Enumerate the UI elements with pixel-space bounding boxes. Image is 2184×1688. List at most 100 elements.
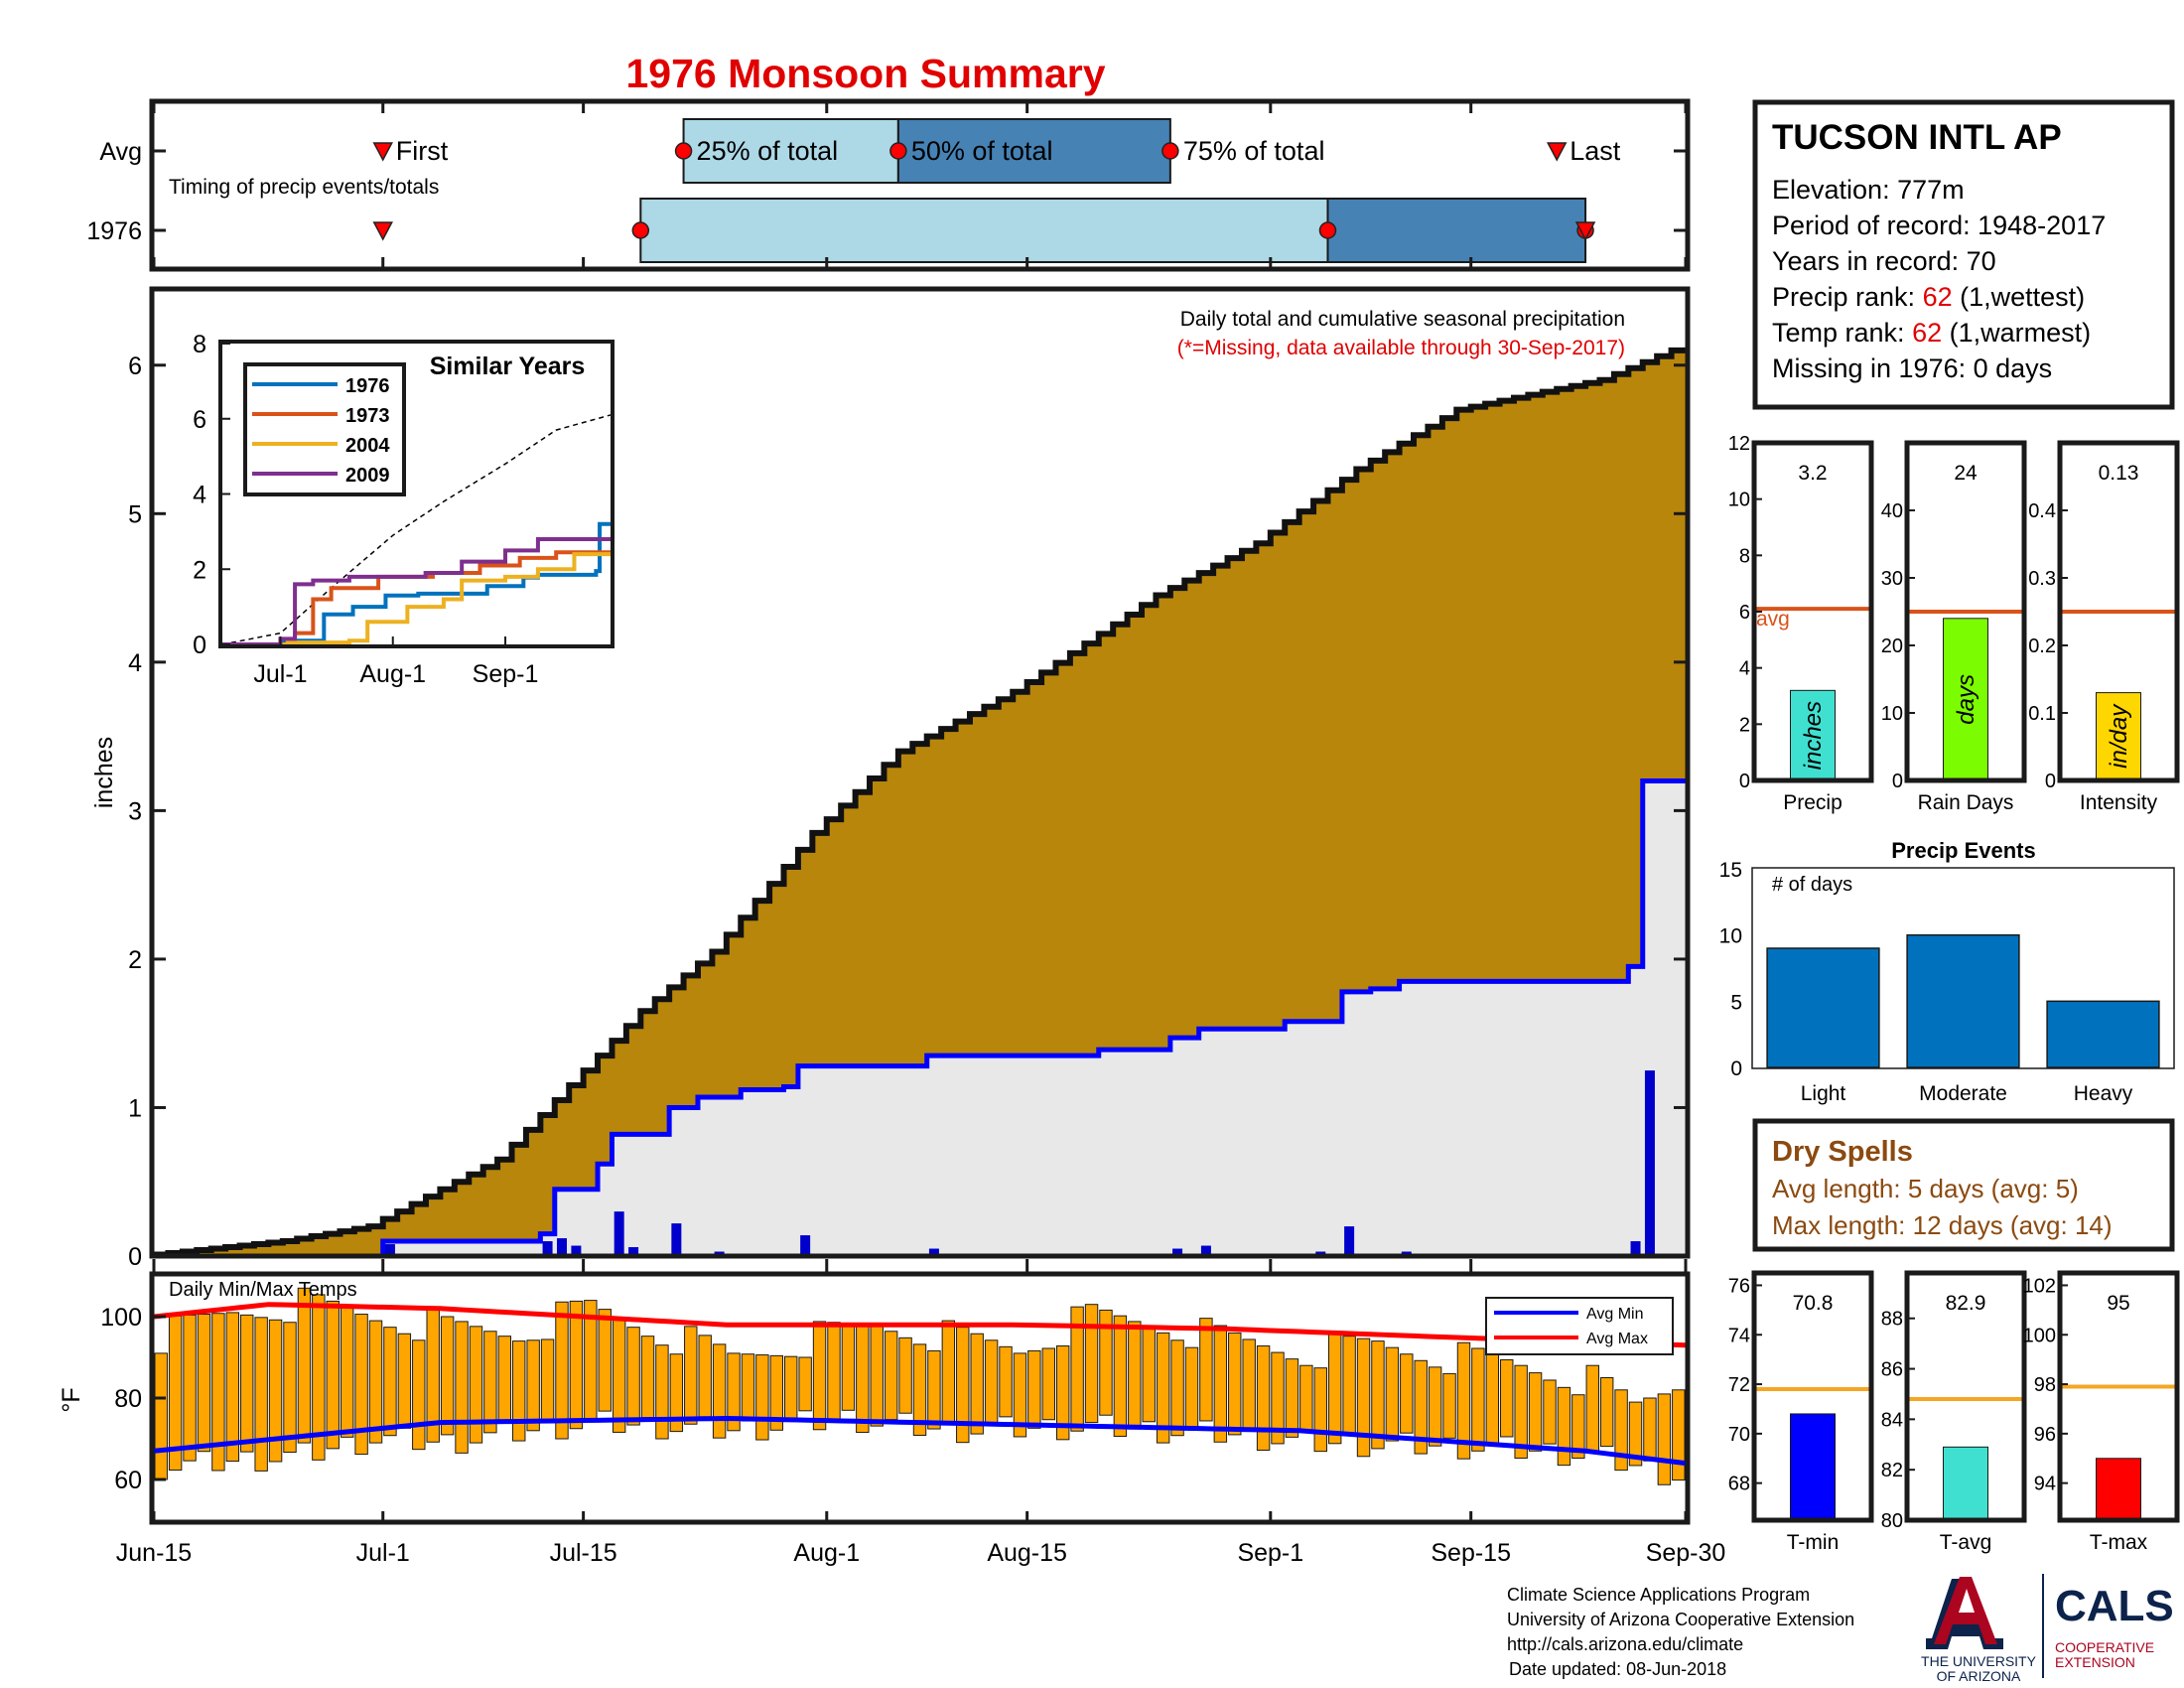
temp-range-bar <box>1099 1309 1113 1416</box>
dry-spells-frame <box>1752 1118 2175 1252</box>
temp-range-bar <box>1070 1306 1084 1432</box>
temp-range-bar <box>784 1355 798 1422</box>
avg-min-line <box>153 1415 1687 1467</box>
temp-range-bar <box>1571 1394 1585 1459</box>
tavg_box-value: 82.9 <box>1946 1292 1986 1315</box>
raindays_box-bar-label: days <box>1953 674 1979 725</box>
coop-line2: EXTENSION <box>2055 1654 2135 1670</box>
events-plot: Light Moderate Heavy 0 5 10 15 <box>1719 859 2160 1105</box>
daily-precip-bar <box>1344 1226 1355 1256</box>
tmax_box-bar <box>2096 1458 2141 1521</box>
stat-box-tavg_box: 82.9 80 82 84 86 88 T-avg <box>1881 1270 2027 1554</box>
intensity_box-bar-label: in/day <box>2106 703 2132 769</box>
temp-range-bar <box>698 1335 712 1418</box>
temp-range-bar <box>1414 1359 1428 1455</box>
tavg_box-ytick-label: 84 <box>1881 1409 1903 1431</box>
avg-max-line <box>153 1302 1687 1348</box>
dry-spells-title: Dry Spells <box>1772 1136 1913 1168</box>
date-xtick-label: Jul-1 <box>356 1539 410 1567</box>
temp-range-bar <box>640 1336 655 1419</box>
temp-title: Daily Min/Max Temps <box>169 1279 357 1301</box>
seasonal-stats-row: 3.2024681012Precipinchesavg24010203040Ra… <box>1728 433 2180 814</box>
temp-range-bar <box>1156 1332 1170 1444</box>
tmin_box-value: 70.8 <box>1793 1292 1834 1315</box>
temp-range-bar <box>512 1340 526 1442</box>
temp-range-bar <box>1614 1389 1628 1472</box>
tavg_box-frame <box>1904 1270 2027 1523</box>
temp-range-bar <box>712 1343 727 1439</box>
legend-label-1973: 1973 <box>345 405 390 427</box>
intensity_box-ytick-label: 0.3 <box>2028 568 2056 590</box>
station-precip-rank: Precip rank: 62 (1,wettest) <box>1772 282 2085 312</box>
timing-frame <box>149 98 1691 272</box>
inset-x-axis: Jul-1 Aug-1 Sep-1 <box>253 636 538 688</box>
temp-range-bar <box>383 1327 397 1437</box>
precip_box-ytick-label: 4 <box>1739 658 1750 680</box>
temp-range-bar <box>440 1316 455 1436</box>
dry-spells-avg-length: Avg length: 5 days (avg: 5) <box>1772 1174 2079 1203</box>
inset-series-1973 <box>222 550 613 646</box>
main-ytick-label: 2 <box>128 946 142 974</box>
temp-ytick-label: 80 <box>114 1385 142 1413</box>
temp-range-bar <box>540 1338 555 1422</box>
precip_box-ytick-label: 0 <box>1739 771 1750 792</box>
temp-range-bar <box>497 1336 512 1424</box>
tmax_box-ytick-label: 94 <box>2034 1474 2056 1495</box>
tavg_box-ytick-label: 86 <box>1881 1359 1903 1381</box>
temp-range-bar <box>297 1287 312 1444</box>
temp-range-bar <box>927 1349 941 1430</box>
tmin_box-ytick-label: 74 <box>1728 1325 1750 1346</box>
events-ytick-label: 0 <box>1730 1057 1742 1080</box>
precip_box-ytick-label: 12 <box>1728 433 1750 455</box>
station-frame <box>1752 99 2175 410</box>
temp-range-bar <box>1170 1339 1184 1437</box>
main-y-axis: 0 1 2 3 4 5 6 <box>128 352 1686 1271</box>
stat-box-tmin_box: 70.8 68 70 72 74 76 T-min <box>1728 1270 1874 1554</box>
timing-note: Timing of precip events/totals <box>169 176 439 199</box>
timing-panel: First 25% of total 50% of total 75% of tota… <box>86 98 1691 272</box>
temp-range-bar <box>1557 1386 1571 1467</box>
stat-box-intensity_box: 0.13 0 0.1 0.2 0.3 0.4 Intensity in/day <box>2028 440 2180 814</box>
coop-line1: COOPERATIVE <box>2055 1639 2154 1655</box>
temp-range-bar <box>412 1339 426 1451</box>
raindays_box-ytick-label: 20 <box>1881 635 1903 657</box>
temp-range-bar <box>211 1313 225 1472</box>
temp-range-bar <box>1184 1346 1199 1429</box>
station-elevation: Elevation: 777m <box>1772 175 1965 205</box>
intensity_box-xlabel: Intensity <box>2080 791 2158 814</box>
temp-range-bar <box>1500 1358 1514 1438</box>
temp-range-bar <box>483 1331 497 1434</box>
intensity_box-ytick-label: 0.2 <box>2028 635 2056 657</box>
avg-25-50-band <box>682 118 899 184</box>
year-50pct-marker <box>1318 221 1337 239</box>
inset-ytick-label: 2 <box>193 556 206 584</box>
inset-ytick-label: 8 <box>193 331 206 358</box>
tmax_box-ytick-label: 96 <box>2034 1424 2056 1446</box>
events-ytick-label: 5 <box>1730 991 1742 1014</box>
dry-spells-max-length: Max length: 12 days (avg: 14) <box>1772 1210 2113 1240</box>
intensity_box-ytick-label: 0 <box>2045 771 2056 792</box>
last-label: Last <box>1570 136 1621 166</box>
stat-box-precip_box: 3.2 0 2 4 6 8 10 12 Precip inches avg <box>1728 433 1874 814</box>
temp-range-bar <box>1485 1353 1500 1445</box>
temp-range-bar <box>1628 1401 1643 1467</box>
timing-bars: First 25% of total 50% of total 75% of tota… <box>152 103 1688 267</box>
temp-range-bar <box>856 1323 870 1434</box>
inset-ytick-label: 4 <box>193 482 206 509</box>
temp-range-bar <box>612 1318 626 1433</box>
intensity_box-ytick-label: 0.1 <box>2028 703 2056 725</box>
main-ytick-label: 6 <box>128 352 142 380</box>
tmin_box-ytick-label: 76 <box>1728 1275 1750 1297</box>
stat-box-tmax_box: 95 94 96 98 100 102 T-max <box>2023 1270 2180 1554</box>
temperature-stats-row: 70.8 68 70 72 74 76 T-min 82.9 80 82 84 86 88 T-avg 95… <box>1728 1270 2180 1554</box>
temp-range-bar <box>1313 1367 1327 1453</box>
temp-range-bar <box>240 1314 254 1453</box>
tmax_box-value: 95 <box>2107 1292 2129 1315</box>
intensity_box-ytick-label: 0.4 <box>2028 500 2056 522</box>
events-title: Precip Events <box>1891 838 2036 863</box>
temp-range-bar <box>941 1320 956 1424</box>
year-25-50-band <box>639 198 1329 263</box>
main-annotation-missing: (*=Missing, data available through 30-Se… <box>1177 337 1625 359</box>
temp-range-bar <box>1514 1364 1528 1459</box>
date-xtick-label: Aug-15 <box>987 1539 1067 1567</box>
